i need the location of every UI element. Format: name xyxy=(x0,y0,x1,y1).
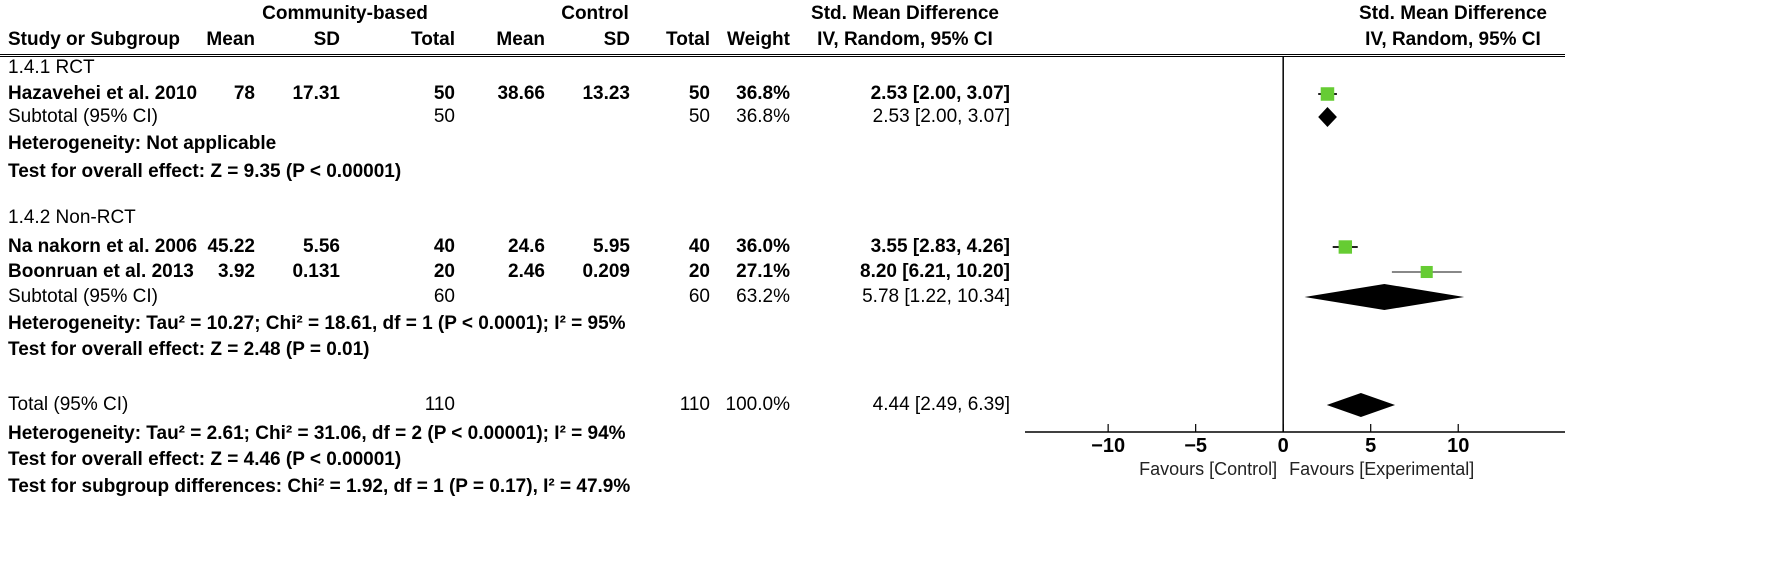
study-c-sd: 0.209 xyxy=(582,261,630,282)
total-c-total: 110 xyxy=(679,394,710,415)
study-ci: 2.53 [2.00, 3.07] xyxy=(870,83,1010,104)
total-ci: 4.44 [2.49, 6.39] xyxy=(872,394,1010,415)
study-name: Hazavehei et al. 2010 xyxy=(8,83,198,104)
header-e-mean: Mean xyxy=(206,29,255,50)
heterogeneity-text: Heterogeneity: Tau² = 10.27; Chi² = 18.6… xyxy=(8,313,626,334)
study-e-sd: 5.56 xyxy=(303,236,340,257)
study-marker xyxy=(1338,240,1353,254)
x-tick-label: 0 xyxy=(1278,435,1289,457)
header-community-based: Community-based xyxy=(262,3,428,24)
subgroup-label: 1.4.1 RCT xyxy=(8,57,95,78)
favours-left-label: Favours [Control] xyxy=(1139,459,1277,479)
header-study: Study or Subgroup xyxy=(8,29,181,50)
study-e-mean: 3.92 xyxy=(218,261,255,282)
study-c-mean: 24.6 xyxy=(508,236,545,257)
study-ci: 3.55 [2.83, 4.26] xyxy=(870,236,1010,257)
subtotal-c-total: 50 xyxy=(688,106,710,127)
study-name: Boonruan et al. 2013 xyxy=(8,261,194,282)
total-heterogeneity-text: Heterogeneity: Tau² = 2.61; Chi² = 31.06… xyxy=(8,423,626,444)
plot-header-smd: Std. Mean Difference xyxy=(1359,3,1547,24)
overall-effect-text: Test for overall effect: Z = 9.35 (P < 0… xyxy=(8,161,402,182)
subtotal-e-total: 50 xyxy=(433,106,455,127)
study-c-mean: 2.46 xyxy=(508,261,545,282)
header-c-total: Total xyxy=(666,29,710,50)
study-e-sd: 0.131 xyxy=(292,261,340,282)
overall-effect-text: Test for overall effect: Z = 2.48 (P = 0… xyxy=(8,339,370,360)
subtotal-ci: 5.78 [1.22, 10.34] xyxy=(862,286,1010,307)
total-overall-effect-text: Test for overall effect: Z = 4.46 (P < 0… xyxy=(8,449,402,470)
study-c-sd: 13.23 xyxy=(582,83,630,104)
header-control: Control xyxy=(561,3,629,24)
x-tick-label: −5 xyxy=(1184,435,1207,457)
study-ci: 8.20 [6.21, 10.20] xyxy=(860,261,1010,282)
header-rule xyxy=(0,54,1565,57)
study-e-total: 20 xyxy=(433,261,455,282)
subgroup-label: 1.4.2 Non-RCT xyxy=(8,207,136,228)
total-weight: 100.0% xyxy=(725,394,790,415)
x-tick-label: −10 xyxy=(1091,435,1125,457)
subtotal-label: Subtotal (95% CI) xyxy=(8,286,158,307)
pooled-diamond xyxy=(1304,284,1465,310)
plot-header-smd-sub: IV, Random, 95% CI xyxy=(1365,29,1541,50)
x-tick-label: 5 xyxy=(1365,435,1376,457)
header-weight: Weight xyxy=(727,29,790,50)
subtotal-weight: 63.2% xyxy=(736,286,790,307)
header-smd: Std. Mean Difference xyxy=(811,3,999,24)
subtotal-ci: 2.53 [2.00, 3.07] xyxy=(872,106,1010,127)
study-marker xyxy=(1320,87,1335,101)
study-e-sd: 17.31 xyxy=(292,83,340,104)
study-c-total: 40 xyxy=(688,236,710,257)
heterogeneity-text: Heterogeneity: Not applicable xyxy=(8,133,277,154)
header-e-sd: SD xyxy=(313,29,340,50)
favours-right-label: Favours [Experimental] xyxy=(1289,459,1474,479)
x-tick-label: 10 xyxy=(1447,435,1469,457)
pooled-diamond xyxy=(1318,107,1337,127)
study-e-total: 50 xyxy=(433,83,455,104)
subtotal-c-total: 60 xyxy=(688,286,710,307)
subtotal-e-total: 60 xyxy=(433,286,455,307)
header-c-mean: Mean xyxy=(496,29,545,50)
total-label: Total (95% CI) xyxy=(8,394,129,415)
study-c-total: 20 xyxy=(688,261,710,282)
header-smd-sub: IV, Random, 95% CI xyxy=(817,29,993,50)
study-e-total: 40 xyxy=(433,236,455,257)
subgroup-differences-text: Test for subgroup differences: Chi² = 1.… xyxy=(8,476,631,497)
study-weight: 36.0% xyxy=(736,236,790,257)
study-c-total: 50 xyxy=(688,83,710,104)
study-c-mean: 38.66 xyxy=(497,83,545,104)
study-c-sd: 5.95 xyxy=(593,236,630,257)
total-e-total: 110 xyxy=(424,394,455,415)
study-weight: 36.8% xyxy=(736,83,790,104)
study-weight: 27.1% xyxy=(736,261,790,282)
pooled-diamond xyxy=(1326,393,1396,417)
study-name: Na nakorn et al. 2006 xyxy=(8,236,198,257)
study-e-mean: 78 xyxy=(233,83,255,104)
study-marker xyxy=(1420,265,1433,279)
header-c-sd: SD xyxy=(603,29,630,50)
header-e-total: Total xyxy=(411,29,455,50)
study-e-mean: 45.22 xyxy=(207,236,255,257)
subtotal-weight: 36.8% xyxy=(736,106,790,127)
subtotal-label: Subtotal (95% CI) xyxy=(8,106,158,127)
